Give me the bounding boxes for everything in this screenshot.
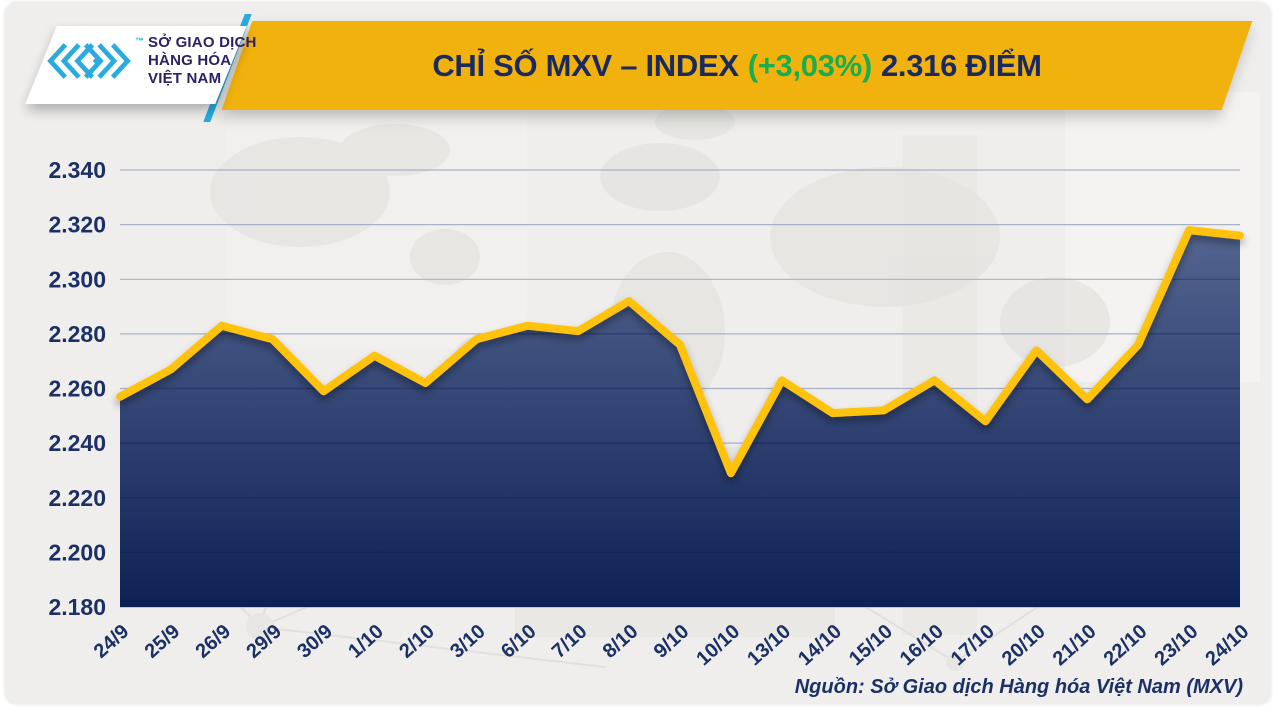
y-axis-label: 2.180 bbox=[48, 594, 106, 620]
x-axis-label: 10/10 bbox=[692, 620, 744, 670]
mxv-logo-icon bbox=[47, 43, 131, 79]
x-axis-label: 17/10 bbox=[947, 620, 999, 670]
logo-wordmark: SỞ GIAO DỊCH HÀNG HÓA VIỆT NAM bbox=[148, 34, 257, 88]
title-change-percent: (+3,03%) bbox=[747, 47, 872, 83]
x-axis-label: 1/10 bbox=[344, 620, 388, 662]
x-axis-label: 13/10 bbox=[743, 620, 795, 670]
y-axis-label: 2.240 bbox=[48, 430, 106, 456]
logo-line-2: HÀNG HÓA bbox=[148, 52, 232, 69]
x-axis-label: 20/10 bbox=[998, 620, 1050, 670]
x-axis-label: 29/9 bbox=[242, 620, 286, 662]
logo-line-3: VIỆT NAM bbox=[148, 70, 222, 87]
x-axis-label: 2/10 bbox=[395, 620, 439, 662]
x-axis-label: 26/9 bbox=[191, 620, 235, 662]
trademark-symbol: ™ bbox=[135, 36, 144, 46]
index-chart: 2.340 2.320 2.300 2.280 2.260 2.240 2.220 2.200… bbox=[48, 157, 1254, 670]
source-credit: Nguồn: Sở Giao dịch Hàng hóa Việt Nam (M… bbox=[794, 676, 1243, 698]
background-watermark bbox=[149, 92, 1260, 671]
x-axis-label: 6/10 bbox=[497, 620, 541, 662]
x-axis-label: 9/10 bbox=[650, 620, 694, 662]
x-axis-label: 15/10 bbox=[845, 620, 897, 670]
x-axis: 24/9 25/9 26/9 29/9 30/9 1/10 2/10 3/10 6/10 7/10… bbox=[90, 620, 1254, 670]
y-axis-label: 2.260 bbox=[48, 376, 106, 402]
infographic-canvas: 2.340 2.320 2.300 2.280 2.260 2.240 2.220 2.200… bbox=[5, 2, 1271, 704]
title-main: CHỈ SỐ MXV – INDEX bbox=[432, 47, 739, 83]
y-axis-label: 2.320 bbox=[48, 212, 106, 238]
x-axis-label: 21/10 bbox=[1049, 620, 1101, 670]
x-axis-label: 8/10 bbox=[599, 620, 643, 662]
y-axis-label: 2.280 bbox=[48, 321, 106, 347]
page-title: CHỈ SỐ MXV – INDEX (+3,03%) 2.316 ĐIỂM bbox=[432, 48, 1041, 84]
x-axis-label: 24/9 bbox=[90, 620, 134, 662]
x-axis-label: 23/10 bbox=[1151, 620, 1203, 670]
x-axis-label: 16/10 bbox=[896, 620, 948, 670]
x-axis-label: 30/9 bbox=[293, 620, 337, 662]
y-axis: 2.340 2.320 2.300 2.280 2.260 2.240 2.220 2.200… bbox=[48, 157, 106, 620]
x-axis-label: 24/10 bbox=[1201, 620, 1253, 670]
x-axis-label: 3/10 bbox=[446, 620, 490, 662]
index-line bbox=[116, 226, 1244, 478]
x-axis-label: 14/10 bbox=[794, 620, 846, 670]
logo-content: ™ SỞ GIAO DỊCH HÀNG HÓA VIỆT NAM bbox=[45, 34, 257, 88]
y-axis-label: 2.300 bbox=[48, 266, 106, 292]
title-index-value: 2.316 ĐIỂM bbox=[880, 47, 1042, 83]
title-banner: CHỈ SỐ MXV – INDEX (+3,03%) 2.316 ĐIỂM bbox=[221, 21, 1253, 110]
x-axis-label: 22/10 bbox=[1100, 620, 1152, 670]
index-area bbox=[120, 230, 1240, 607]
y-axis-label: 2.200 bbox=[48, 539, 106, 565]
y-axis-label: 2.220 bbox=[48, 485, 106, 511]
y-axis-label: 2.340 bbox=[48, 157, 106, 183]
logo-line-1: SỞ GIAO DỊCH bbox=[148, 34, 257, 51]
x-axis-label: 7/10 bbox=[548, 620, 592, 662]
x-axis-label: 25/9 bbox=[141, 620, 185, 662]
